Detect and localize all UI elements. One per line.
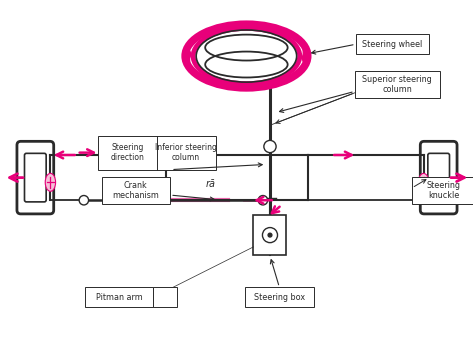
FancyBboxPatch shape xyxy=(254,215,286,255)
Text: Steering
knuckle: Steering knuckle xyxy=(427,181,460,200)
FancyBboxPatch shape xyxy=(428,153,449,202)
Circle shape xyxy=(263,228,277,243)
FancyBboxPatch shape xyxy=(17,141,54,214)
FancyBboxPatch shape xyxy=(420,141,457,214)
Text: Inferior steering
column: Inferior steering column xyxy=(155,143,217,162)
Text: Crank
mechanism: Crank mechanism xyxy=(112,181,159,200)
FancyBboxPatch shape xyxy=(355,71,439,98)
Text: Steering
direction: Steering direction xyxy=(111,143,145,162)
FancyBboxPatch shape xyxy=(101,177,170,204)
Circle shape xyxy=(258,196,268,205)
FancyBboxPatch shape xyxy=(411,177,474,204)
FancyBboxPatch shape xyxy=(85,288,154,307)
Circle shape xyxy=(268,233,272,237)
FancyBboxPatch shape xyxy=(356,34,429,54)
Ellipse shape xyxy=(45,173,55,191)
Circle shape xyxy=(264,140,276,153)
FancyBboxPatch shape xyxy=(245,288,314,307)
Ellipse shape xyxy=(419,173,429,191)
Text: Superior steering
column: Superior steering column xyxy=(362,75,432,94)
Text: rā: rā xyxy=(206,179,216,189)
Text: Steering wheel: Steering wheel xyxy=(362,40,423,49)
Text: Pitman arm: Pitman arm xyxy=(96,293,143,302)
FancyBboxPatch shape xyxy=(25,153,46,202)
Circle shape xyxy=(79,196,89,205)
FancyBboxPatch shape xyxy=(153,288,177,307)
FancyBboxPatch shape xyxy=(98,136,216,169)
Text: Steering box: Steering box xyxy=(254,293,305,302)
